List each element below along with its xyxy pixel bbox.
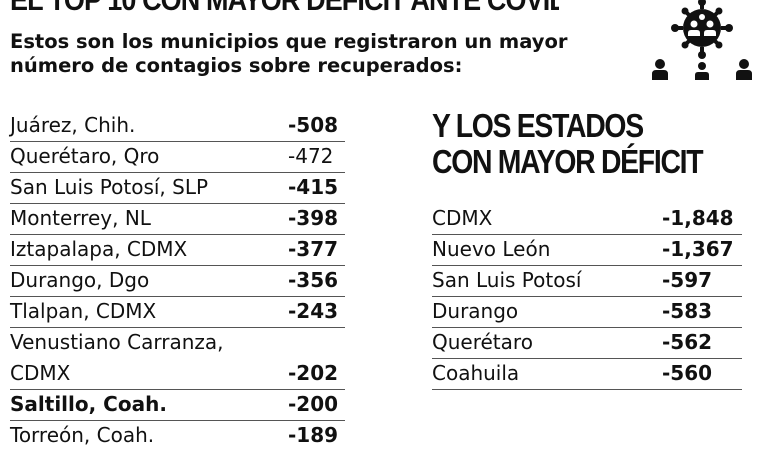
estado-value: -597 bbox=[662, 268, 713, 292]
municipio-name: Monterrey, NL bbox=[10, 206, 151, 230]
municipios-table: Juárez, Chih. -508 Querétaro, Qro -472 S… bbox=[10, 110, 345, 447]
municipio-value: -377 bbox=[288, 237, 339, 261]
municipio-name: Iztapalapa, CDMX bbox=[10, 237, 188, 261]
estado-name: Durango bbox=[432, 299, 519, 323]
table-row: Iztapalapa, CDMX -377 bbox=[10, 234, 345, 266]
municipio-name: Querétaro, Qro bbox=[10, 144, 160, 168]
municipio-name: Venustiano Carranza, CDMX bbox=[10, 330, 224, 385]
estado-value: -1,367 bbox=[662, 237, 734, 261]
municipio-name: Saltillo, Coah. bbox=[10, 392, 167, 416]
table-row: Venustiano Carranza, CDMX -202 bbox=[10, 327, 345, 390]
estado-name: CDMX bbox=[432, 206, 493, 230]
table-row: Tlalpan, CDMX -243 bbox=[10, 296, 345, 328]
table-row: Saltillo, Coah. -200 bbox=[10, 389, 345, 421]
municipio-value: -398 bbox=[288, 206, 339, 230]
estado-value: -1,848 bbox=[662, 206, 734, 230]
virus-people-icon bbox=[652, 0, 752, 80]
municipio-value: -356 bbox=[288, 268, 339, 292]
municipio-name: Torreón, Coah. bbox=[10, 423, 155, 447]
table-row: San Luis Potosí, SLP -415 bbox=[10, 172, 345, 204]
table-row: Nuevo León -1,367 bbox=[432, 234, 742, 266]
estado-value: -562 bbox=[662, 330, 713, 354]
municipio-value: -200 bbox=[288, 392, 339, 416]
table-row: Durango, Dgo -356 bbox=[10, 265, 345, 297]
estado-name: Nuevo León bbox=[432, 237, 551, 261]
states-title-line-2: CON MAYOR DÉFICIT bbox=[432, 143, 704, 180]
states-title: Y LOS ESTADOS CON MAYOR DÉFICIT bbox=[432, 107, 704, 180]
municipio-name: Durango, Dgo bbox=[10, 268, 150, 292]
subtitle: Estos son los municipios que registraron… bbox=[10, 30, 610, 78]
states-title-line-1: Y LOS ESTADOS bbox=[432, 107, 644, 144]
table-row: Coahuila -560 bbox=[432, 358, 742, 390]
estado-name: San Luis Potosí bbox=[432, 268, 582, 292]
municipio-name: Tlalpan, CDMX bbox=[10, 299, 157, 323]
table-row: San Luis Potosí -597 bbox=[432, 265, 742, 297]
table-row: CDMX -1,848 bbox=[432, 203, 742, 235]
estados-table: CDMX -1,848 Nuevo León -1,367 San Luis P… bbox=[432, 203, 742, 393]
table-row: Querétaro, Qro -472 bbox=[10, 141, 345, 173]
table-row: Juárez, Chih. -508 bbox=[10, 110, 345, 142]
estado-name: Coahuila bbox=[432, 361, 520, 385]
municipio-value: -243 bbox=[288, 299, 339, 323]
estado-value: -560 bbox=[662, 361, 713, 385]
municipio-value: -189 bbox=[288, 423, 339, 447]
subtitle-line-1: Estos son los municipios que registraron… bbox=[10, 30, 568, 53]
municipio-name: San Luis Potosí, SLP bbox=[10, 175, 209, 199]
municipio-name: Juárez, Chih. bbox=[10, 113, 136, 137]
estado-name: Querétaro bbox=[432, 330, 533, 354]
municipio-value: -508 bbox=[288, 113, 339, 137]
subtitle-line-2: número de contagios sobre recuperados: bbox=[10, 54, 463, 77]
estado-value: -583 bbox=[662, 299, 713, 323]
headline: EL TOP 10 CON MAYOR DÉFICIT ANTE COVID-1… bbox=[10, 0, 559, 16]
table-row: Monterrey, NL -398 bbox=[10, 203, 345, 235]
municipio-value: -202 bbox=[288, 361, 339, 385]
municipio-value: -472 bbox=[288, 144, 334, 168]
table-row: Torreón, Coah. -189 bbox=[10, 420, 345, 451]
table-row: Durango -583 bbox=[432, 296, 742, 328]
table-row: Querétaro -562 bbox=[432, 327, 742, 359]
municipio-value: -415 bbox=[288, 175, 339, 199]
